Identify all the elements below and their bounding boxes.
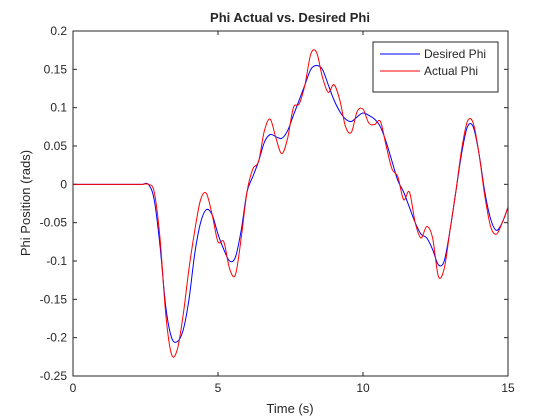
x-tick-label: 15 [501, 381, 515, 395]
axes-box [72, 30, 509, 377]
legend-label: Actual Phi [424, 64, 478, 78]
x-tick-label: 10 [356, 381, 370, 395]
x-tick-label: 0 [70, 381, 77, 395]
legend: Desired Phi Actual Phi [372, 41, 499, 93]
y-tick-label: -0.1 [46, 254, 67, 268]
legend-label: Desired Phi [424, 47, 486, 61]
y-tick-label: 0 [60, 177, 67, 191]
x-axis-label: Time (s) [266, 401, 313, 416]
y-tick-label: 0.1 [50, 101, 67, 115]
y-axis-label: Phi Position (rads) [18, 150, 33, 256]
y-tick-label: 0.05 [44, 139, 68, 153]
x-tick-label: 5 [215, 381, 222, 395]
y-tick-label: -0.15 [40, 292, 68, 306]
y-tick-label: -0.2 [46, 331, 67, 345]
series-line [73, 49, 509, 358]
chart-title: Phi Actual vs. Desired Phi [210, 10, 370, 25]
y-tick-label: -0.05 [40, 216, 68, 230]
legend-box [372, 41, 499, 93]
y-tick-label: 0.2 [50, 24, 67, 38]
y-tick-label: -0.25 [40, 369, 68, 383]
y-tick-label: 0.15 [44, 62, 68, 76]
